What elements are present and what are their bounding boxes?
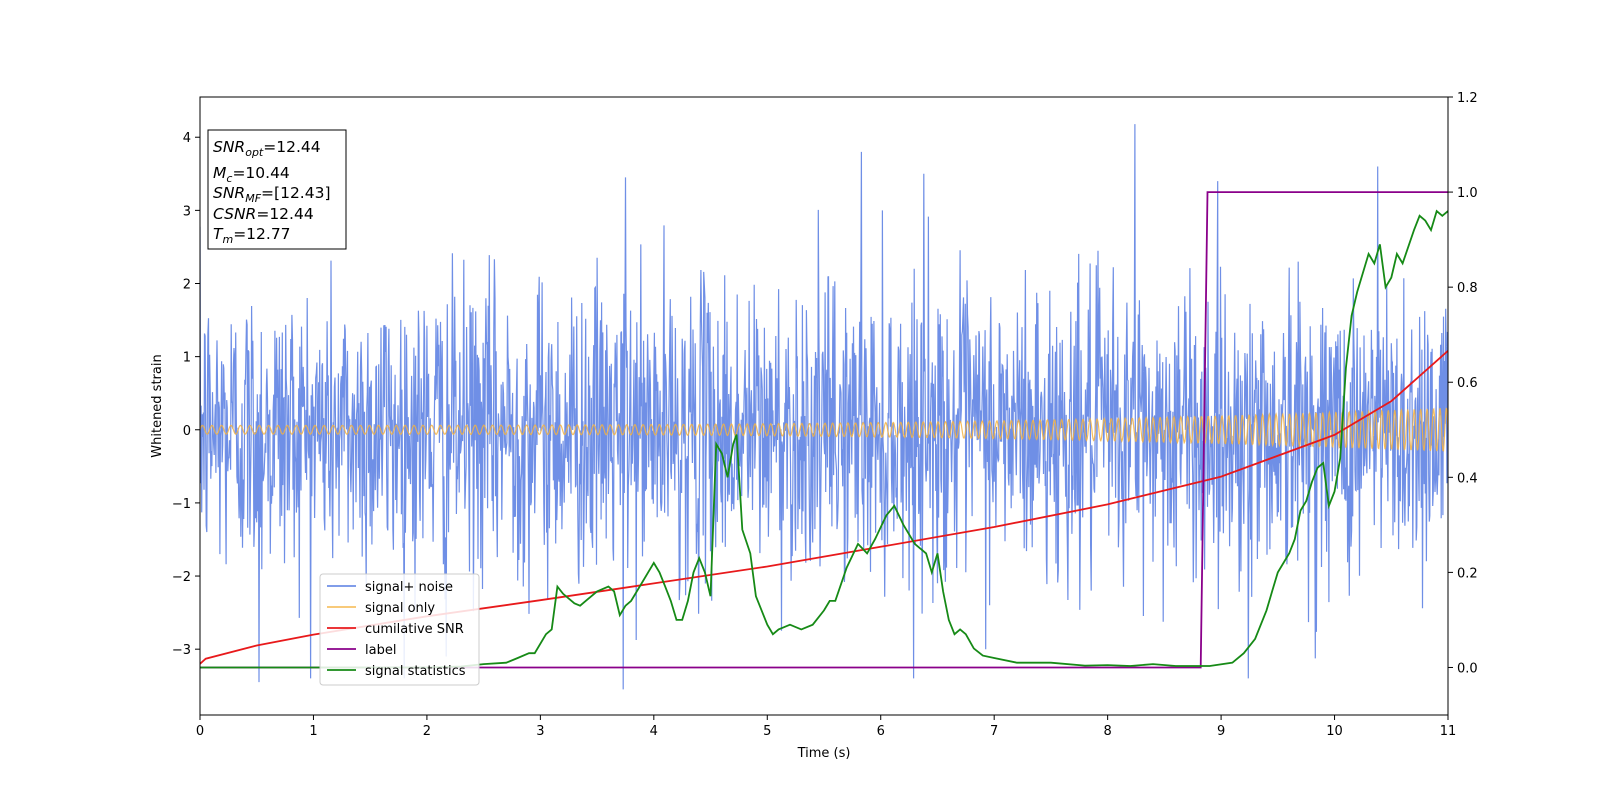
x-tick-label: 9 xyxy=(1217,724,1225,739)
x-axis: 0 1 2 3 4 5 6 7 8 9 10 11 xyxy=(196,715,1456,739)
legend-item-cumilative-snr: cumilative SNR xyxy=(327,622,464,637)
legend-item-label: label xyxy=(327,643,396,658)
series-signal-noise-line xyxy=(200,124,1448,690)
stat-line: CSNR=12.44 xyxy=(213,205,314,223)
stat-line: SNRopt=12.44 xyxy=(213,138,321,159)
series-cumilative-snr-line xyxy=(200,350,1448,665)
series-signal-only-line xyxy=(200,407,1448,452)
y-axis-left: −3 −2 −1 0 1 2 3 4 xyxy=(172,131,200,658)
stat-line: Mc=10.44 xyxy=(213,164,290,185)
stats-box-frame xyxy=(207,129,347,250)
series-signal-statistics-line xyxy=(200,209,1448,669)
y-tick-label: 3 xyxy=(183,204,191,219)
legend-label: cumilative SNR xyxy=(365,622,464,637)
x-tick-label: 5 xyxy=(763,724,771,739)
y-tick-label: −1 xyxy=(172,497,191,512)
y-tick-label: 1 xyxy=(183,351,191,366)
series-label-line xyxy=(200,191,1448,669)
legend: signal+ noise signal only cumilative SNR la… xyxy=(319,573,480,686)
y-axis-right: 0.0 0.2 0.4 0.6 0.8 1.0 1.2 xyxy=(1448,91,1478,676)
y-axis-label: Whitened strain xyxy=(150,354,165,457)
x-axis-label: Time (s) xyxy=(797,746,851,761)
y-tick-label: 4 xyxy=(183,131,191,146)
legend-item-signal-only: signal only xyxy=(327,601,435,616)
y2-tick-label: 0.0 xyxy=(1457,661,1478,676)
x-tick-label: 11 xyxy=(1440,724,1457,739)
x-tick-label: 2 xyxy=(423,724,431,739)
y2-tick-label: 0.4 xyxy=(1457,471,1478,486)
legend-label: label xyxy=(365,643,396,658)
legend-item-signal-statistics: signal statistics xyxy=(327,664,466,679)
x-tick-label: 0 xyxy=(196,724,204,739)
y-tick-label: 0 xyxy=(183,424,191,439)
y-tick-label: −3 xyxy=(172,643,191,658)
stat-line: Tm=12.77 xyxy=(213,225,291,246)
y2-tick-label: 0.2 xyxy=(1457,566,1478,581)
x-tick-label: 6 xyxy=(877,724,885,739)
x-tick-label: 8 xyxy=(1103,724,1111,739)
plot-frame xyxy=(199,96,1449,716)
x-tick-label: 3 xyxy=(536,724,544,739)
legend-frame xyxy=(319,573,480,686)
y2-tick-label: 1.2 xyxy=(1457,91,1478,106)
x-tick-label: 10 xyxy=(1326,724,1343,739)
stat-line: SNRMF=[12.43] xyxy=(213,184,331,205)
x-tick-label: 1 xyxy=(309,724,317,739)
y-tick-label: 2 xyxy=(183,277,191,292)
legend-label: signal statistics xyxy=(365,664,466,679)
y-tick-label: −2 xyxy=(172,570,191,585)
x-tick-label: 7 xyxy=(990,724,998,739)
x-tick-label: 4 xyxy=(650,724,658,739)
series-layer xyxy=(200,124,1448,690)
y2-tick-label: 0.8 xyxy=(1457,281,1478,296)
legend-label: signal+ noise xyxy=(365,580,453,595)
stats-annotation-box: SNRopt=12.44 Mc=10.44SNRMF=[12.43]CSNR=12… xyxy=(207,129,347,250)
legend-label: signal only xyxy=(365,601,435,616)
legend-item-signal-noise: signal+ noise xyxy=(327,580,453,595)
y2-tick-label: 0.6 xyxy=(1457,376,1478,391)
y2-tick-label: 1.0 xyxy=(1457,186,1478,201)
